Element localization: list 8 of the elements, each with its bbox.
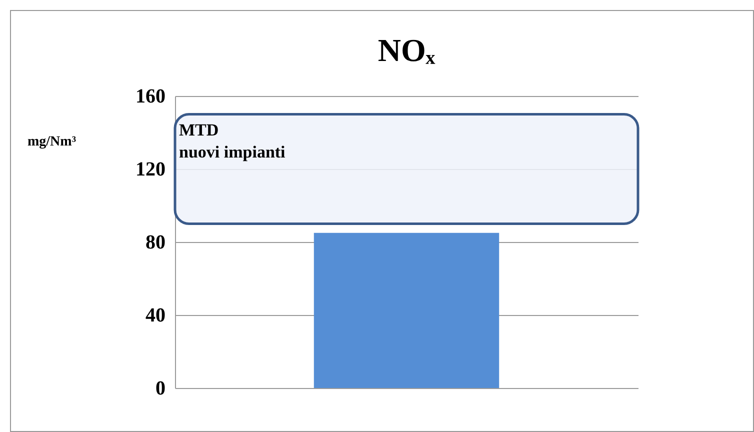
y-tick-label: 160 — [136, 86, 166, 108]
y-axis-title: mg/Nm³ — [28, 134, 76, 150]
y-tick-label: 0 — [156, 378, 166, 400]
chart-title: NOₓ — [378, 32, 436, 68]
y-tick-label: 120 — [136, 158, 166, 180]
y-tick-label: 40 — [146, 304, 166, 326]
band-label: MTD nuovi impianti — [179, 120, 286, 162]
y-tick-label: 80 — [146, 232, 166, 254]
